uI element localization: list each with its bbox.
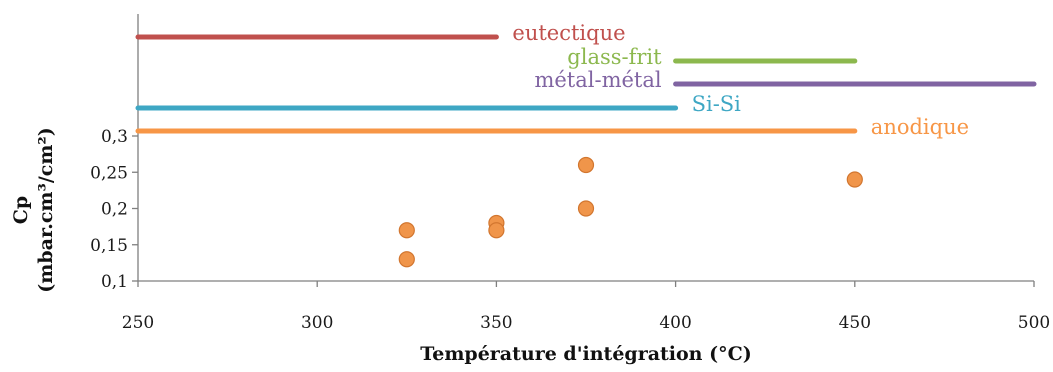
y-tick-label: 0,25 (90, 163, 128, 183)
x-tick-label: 400 (659, 313, 691, 333)
range-label: glass-frit (567, 45, 662, 69)
data-point (488, 222, 505, 239)
x-tick-label: 250 (122, 313, 154, 333)
y-tick-label: 0,1 (101, 272, 128, 292)
range-label: anodique (871, 115, 969, 139)
data-point (577, 156, 595, 174)
y-axis-title-group: Cp (mbar.cm³/cm²) (10, 127, 57, 293)
y-tick-label: 0,2 (101, 200, 128, 220)
data-point (846, 171, 863, 188)
y-tick-label: 0,15 (90, 236, 128, 256)
range-label: eutectique (512, 21, 625, 45)
x-tick-label: 450 (839, 313, 871, 333)
y-axis-title-line1: Cp (10, 196, 32, 224)
x-axis-title: Température d'intégration (°C) (420, 343, 751, 365)
y-axis-title-line2: (mbar.cm³/cm²) (35, 127, 57, 293)
data-point (398, 222, 415, 239)
x-tick-label: 500 (1018, 313, 1050, 333)
range-label: Si-Si (692, 92, 742, 116)
data-point (577, 200, 595, 217)
data-point (398, 251, 415, 268)
y-tick-label: 0,3 (101, 127, 128, 147)
x-tick-label: 300 (301, 313, 333, 333)
range-label: métal-métal (534, 68, 661, 92)
axes: 0,1 0,15 0,2 0,25 0,3 250 300 350 400 450 500 (90, 14, 1050, 333)
x-tick-label: 350 (480, 313, 512, 333)
data-points (398, 156, 863, 268)
